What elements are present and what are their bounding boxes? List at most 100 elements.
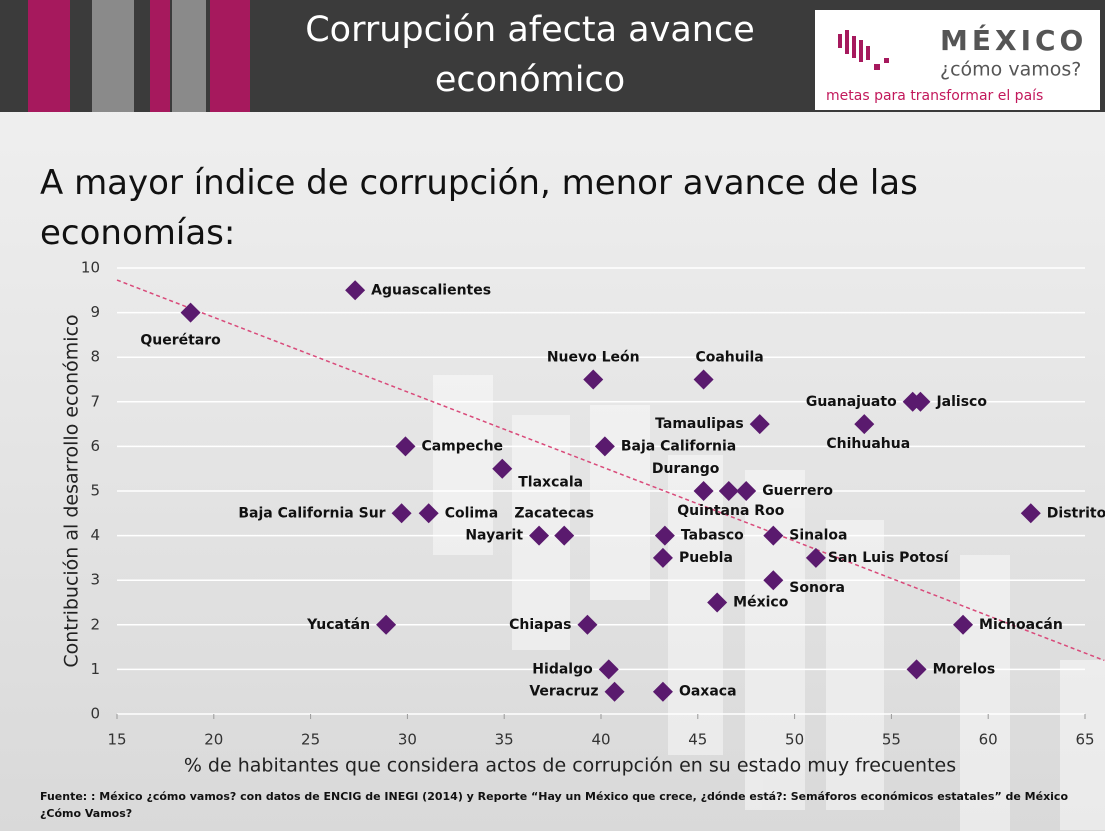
point-label: Sinaloa <box>789 528 847 544</box>
point <box>492 458 513 479</box>
point <box>953 614 974 635</box>
point-label: Baja California Sur <box>238 505 385 521</box>
point-label: Guerrero <box>762 483 833 499</box>
y-tick-label: 9 <box>90 303 100 321</box>
point <box>180 302 201 323</box>
header-title-box: Corrupción afecta avance económico <box>305 10 755 100</box>
point-label: Chihuahua <box>826 436 910 452</box>
logo-mark <box>838 30 889 70</box>
point <box>594 436 615 457</box>
stripe <box>210 0 250 112</box>
point <box>391 503 412 524</box>
point-label: Yucatán <box>306 617 370 633</box>
point-label: Veracruz <box>529 684 598 700</box>
point <box>577 614 598 635</box>
logo-motto: metas para transformar el país <box>826 88 1043 104</box>
y-tick-label: 5 <box>90 482 100 500</box>
point-label: San Luis Potosí <box>828 550 950 566</box>
point <box>652 681 673 702</box>
point-label: Zacatecas <box>514 506 594 522</box>
trendline <box>116 279 1105 662</box>
point-label: Morelos <box>933 661 996 677</box>
point <box>749 414 770 435</box>
point <box>854 414 875 435</box>
point-label: Baja California <box>621 438 736 454</box>
y-tick-label: 7 <box>90 392 100 410</box>
point <box>1020 503 1041 524</box>
x-tick-label: 15 <box>107 731 126 749</box>
point <box>693 369 714 390</box>
point <box>910 391 931 412</box>
x-tick-label: 25 <box>301 731 320 749</box>
x-tick-label: 60 <box>979 731 998 749</box>
y-tick-label: 4 <box>90 526 100 544</box>
y-tick-label: 6 <box>90 437 100 455</box>
point <box>763 570 784 591</box>
point <box>805 547 826 568</box>
point <box>652 547 673 568</box>
x-tick-label: 50 <box>785 731 804 749</box>
y-tick-label: 10 <box>81 259 100 277</box>
source-note: Fuente: : México ¿cómo vamos? con datos … <box>40 790 1069 820</box>
point-label: Coahuila <box>695 350 763 366</box>
point-label: Tlaxcala <box>518 475 583 491</box>
x-tick-label: 35 <box>495 731 514 749</box>
point-label: Nuevo León <box>547 350 640 366</box>
point <box>906 659 927 680</box>
point-label: Durango <box>652 461 720 477</box>
y-tick-label: 2 <box>90 615 100 633</box>
point-label: Campeche <box>421 438 503 454</box>
point-label: Sonora <box>789 580 845 596</box>
point-label: Aguascalientes <box>371 282 491 298</box>
stripe <box>28 0 70 112</box>
logo-name: MÉXICO <box>940 23 1087 57</box>
y-tick-label: 1 <box>90 660 100 678</box>
stripe <box>150 0 170 112</box>
source-box: Fuente: : México ¿cómo vamos? con datos … <box>40 790 1069 820</box>
point-label: Querétaro <box>140 333 221 349</box>
point-label: Nayarit <box>465 528 523 544</box>
point-label: Tamaulipas <box>655 416 744 432</box>
point <box>654 525 675 546</box>
point <box>345 280 366 301</box>
stripe <box>92 0 134 112</box>
chart-title: A mayor índice de corrupción, menor avan… <box>40 163 918 253</box>
point-label: Guanajuato <box>806 394 897 410</box>
point <box>763 525 784 546</box>
point-label: Michoacán <box>979 617 1063 633</box>
point-label: Quintana Roo <box>677 503 784 519</box>
y-tick-label: 0 <box>90 705 100 723</box>
header-title: Corrupción afecta avance económico <box>305 10 755 100</box>
x-tick-label: 40 <box>591 731 610 749</box>
x-tick-label: 65 <box>1075 731 1094 749</box>
y-tick-label: 3 <box>90 571 100 589</box>
point <box>707 592 728 613</box>
point-label: Colima <box>445 505 499 521</box>
point-label: Distrito Federal <box>1047 505 1105 521</box>
x-axis-label: % de habitantes que considera actos de c… <box>184 755 956 777</box>
point-label: Oaxaca <box>679 684 737 700</box>
point-label: México <box>733 595 789 611</box>
point <box>554 525 575 546</box>
logo-tagline: ¿cómo vamos? <box>940 59 1081 81</box>
point <box>693 481 714 501</box>
point <box>529 525 550 546</box>
x-tick-label: 20 <box>204 731 223 749</box>
x-tick-label: 45 <box>688 731 707 749</box>
point-label: Puebla <box>679 550 733 566</box>
y-axis-label: Contribución al desarrollo económico <box>61 314 83 667</box>
point <box>395 436 416 457</box>
point <box>376 614 397 635</box>
point-label: Jalisco <box>935 394 987 410</box>
point-label: Hidalgo <box>532 661 593 677</box>
point <box>736 481 757 501</box>
point <box>598 659 619 680</box>
title-box: A mayor índice de corrupción, menor avan… <box>40 163 918 253</box>
point-label: Tabasco <box>681 528 744 544</box>
stripe <box>172 0 206 112</box>
point <box>718 481 739 501</box>
y-tick-label: 8 <box>90 348 100 366</box>
